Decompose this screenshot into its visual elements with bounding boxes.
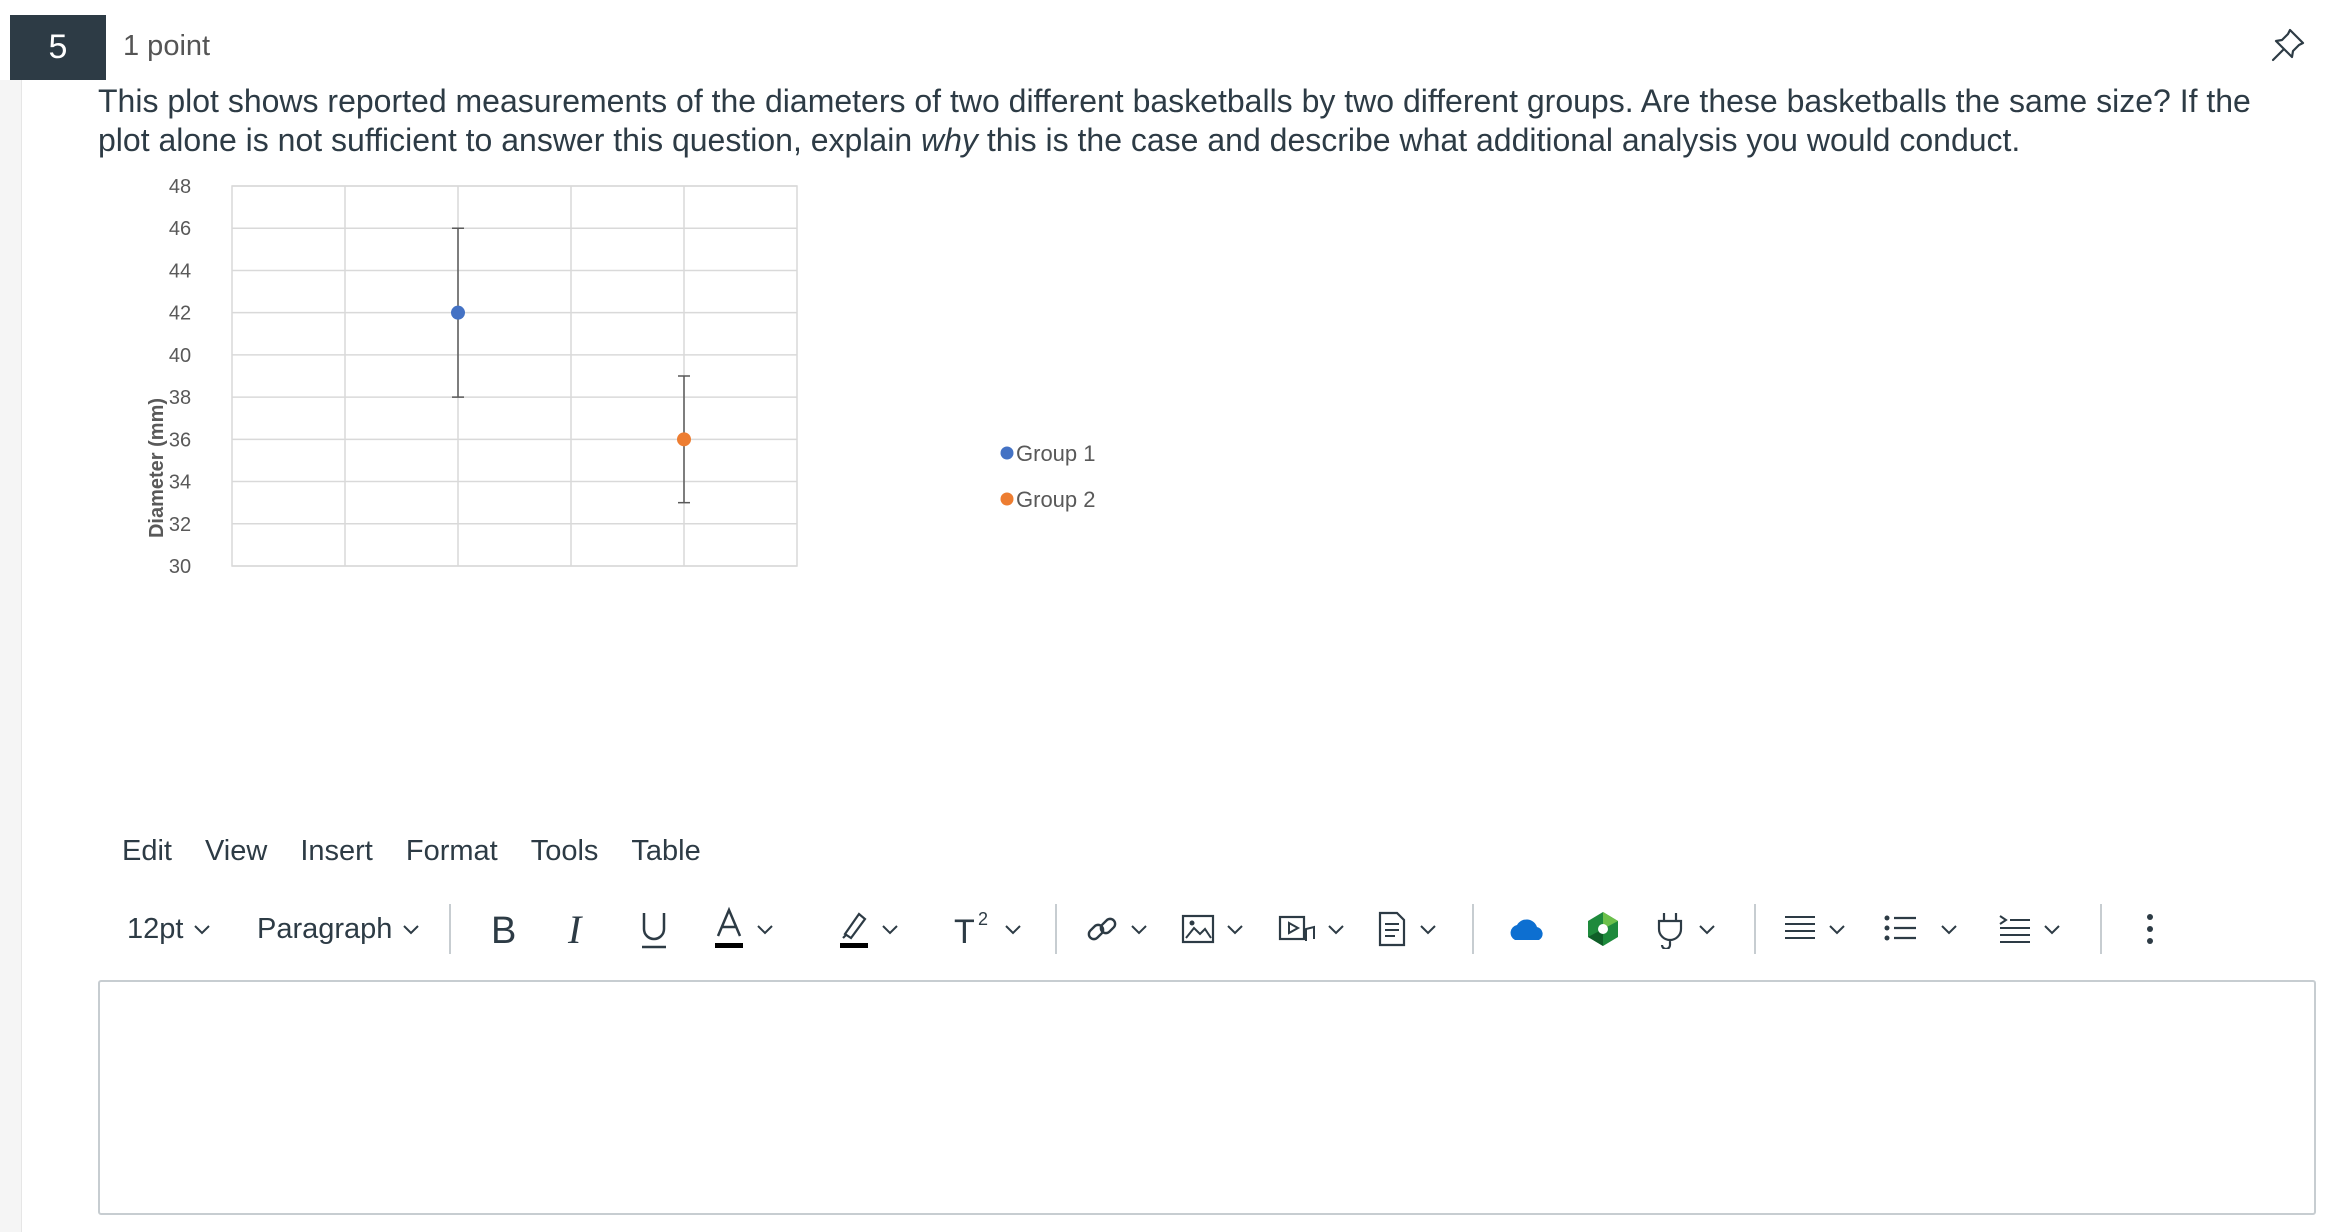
chevron-down-icon: [1941, 925, 1957, 935]
chevron-down-icon: [757, 925, 773, 935]
font-size-value: 12pt: [127, 912, 184, 945]
chevron-down-icon: [1131, 925, 1147, 935]
data-point: [451, 305, 465, 320]
prompt-text-2: this is the case and describe what addit…: [977, 122, 2021, 158]
menu-format[interactable]: Format: [405, 835, 498, 867]
image-icon: [1181, 914, 1215, 944]
underline-button[interactable]: [637, 900, 671, 958]
chevron-down-icon: [1829, 925, 1845, 935]
svg-text:2: 2: [978, 909, 988, 929]
bold-button[interactable]: B: [487, 900, 521, 958]
italic-icon: I: [567, 909, 583, 949]
y-axis-label: Diameter (mm): [146, 398, 168, 538]
svg-text:B: B: [491, 910, 516, 949]
underline-icon: [642, 913, 666, 949]
toolbar-separator: [1055, 904, 1057, 954]
onedrive-icon: [1510, 919, 1543, 940]
text-color-icon: [715, 906, 743, 948]
font-size-select[interactable]: 12pt: [127, 900, 211, 958]
media-button[interactable]: [1277, 900, 1345, 958]
error-bar-chart: 48 46 44 42 40 38 36 34 32 30 Diameter (mm) Group…: [146, 176, 1096, 578]
block-format-value: Paragraph: [257, 912, 393, 945]
chevron-down-icon: [882, 925, 898, 935]
menu-tools[interactable]: Tools: [530, 835, 599, 867]
document-button[interactable]: [1375, 900, 1437, 958]
y-tick-label: 42: [169, 303, 191, 325]
prompt-emphasis: why: [921, 122, 978, 158]
answer-editor[interactable]: [98, 980, 2316, 1215]
legend-label: Group 1: [1016, 441, 1096, 466]
toolbar-separator: [1754, 904, 1756, 954]
menu-table[interactable]: Table: [631, 835, 701, 867]
chevron-down-icon: [1005, 925, 1021, 935]
editor-menubar: Edit View Insert Format Tools Table: [122, 835, 734, 868]
media-icon: [1278, 915, 1315, 941]
chevron-down-icon: [1227, 925, 1243, 935]
svg-text:I: I: [567, 909, 583, 949]
link-button[interactable]: [1084, 900, 1148, 958]
chevron-down-icon: [1699, 925, 1715, 935]
page-left-rule: [0, 80, 22, 1232]
question-points: 1 point: [123, 30, 211, 62]
menu-insert[interactable]: Insert: [300, 835, 373, 867]
y-tick-label: 40: [169, 345, 191, 367]
align-button[interactable]: [1782, 900, 1846, 958]
chevron-down-icon: [2044, 925, 2060, 935]
bullet-list-icon: [1884, 915, 1916, 941]
plot-area: [231, 185, 798, 567]
y-tick-label: 34: [169, 472, 191, 494]
image-button[interactable]: [1180, 900, 1244, 958]
menu-view[interactable]: View: [204, 835, 268, 867]
chevron-down-icon: [403, 925, 420, 935]
more-button[interactable]: [2144, 900, 2156, 958]
menu-edit[interactable]: Edit: [122, 835, 172, 867]
plugin-icon: [1657, 913, 1683, 949]
data-point: [677, 432, 691, 447]
italic-button[interactable]: I: [562, 900, 596, 958]
text-color-button[interactable]: [712, 900, 774, 958]
toolbar-separator: [1472, 904, 1474, 954]
plugin-button[interactable]: [1652, 900, 1716, 958]
toolbar-separator: [449, 904, 451, 954]
chevron-down-icon: [1420, 925, 1436, 935]
svg-text:T: T: [954, 913, 975, 951]
onedrive-button[interactable]: [1507, 900, 1547, 958]
indent-button[interactable]: [1997, 900, 2061, 958]
apps-button[interactable]: [1584, 900, 1622, 958]
y-tick-label: 46: [169, 218, 191, 240]
prompt-text-1: This plot shows reported measurements of…: [98, 83, 2251, 158]
chevron-down-icon: [1328, 925, 1344, 935]
question-prompt: This plot shows reported measurements of…: [98, 82, 2308, 160]
indent-icon: [1999, 915, 2030, 943]
highlight-button[interactable]: [837, 900, 899, 958]
chevron-down-icon: [194, 925, 211, 935]
y-tick-label: 48: [169, 176, 191, 198]
y-tick-label: 30: [169, 556, 191, 578]
y-tick-label: 32: [169, 514, 191, 536]
bold-icon: B: [491, 910, 516, 949]
y-tick-label: 38: [169, 387, 191, 409]
highlight-icon: [840, 912, 868, 948]
y-tick-label: 36: [169, 429, 191, 451]
legend-label: Group 2: [1016, 487, 1096, 512]
legend-marker: [1000, 446, 1014, 460]
question-number: 5: [10, 15, 106, 80]
apps-icon: [1588, 912, 1618, 946]
align-icon: [1785, 916, 1815, 939]
bullet-list-button[interactable]: [1882, 900, 1958, 958]
pin-icon[interactable]: [2268, 25, 2308, 65]
document-icon: [1378, 911, 1406, 947]
block-format-select[interactable]: Paragraph: [257, 900, 420, 958]
toolbar-separator: [2100, 904, 2102, 954]
more-icon: [2147, 914, 2153, 944]
link-icon: [1087, 917, 1117, 941]
legend-marker: [1000, 492, 1014, 506]
y-tick-label: 44: [169, 260, 191, 282]
